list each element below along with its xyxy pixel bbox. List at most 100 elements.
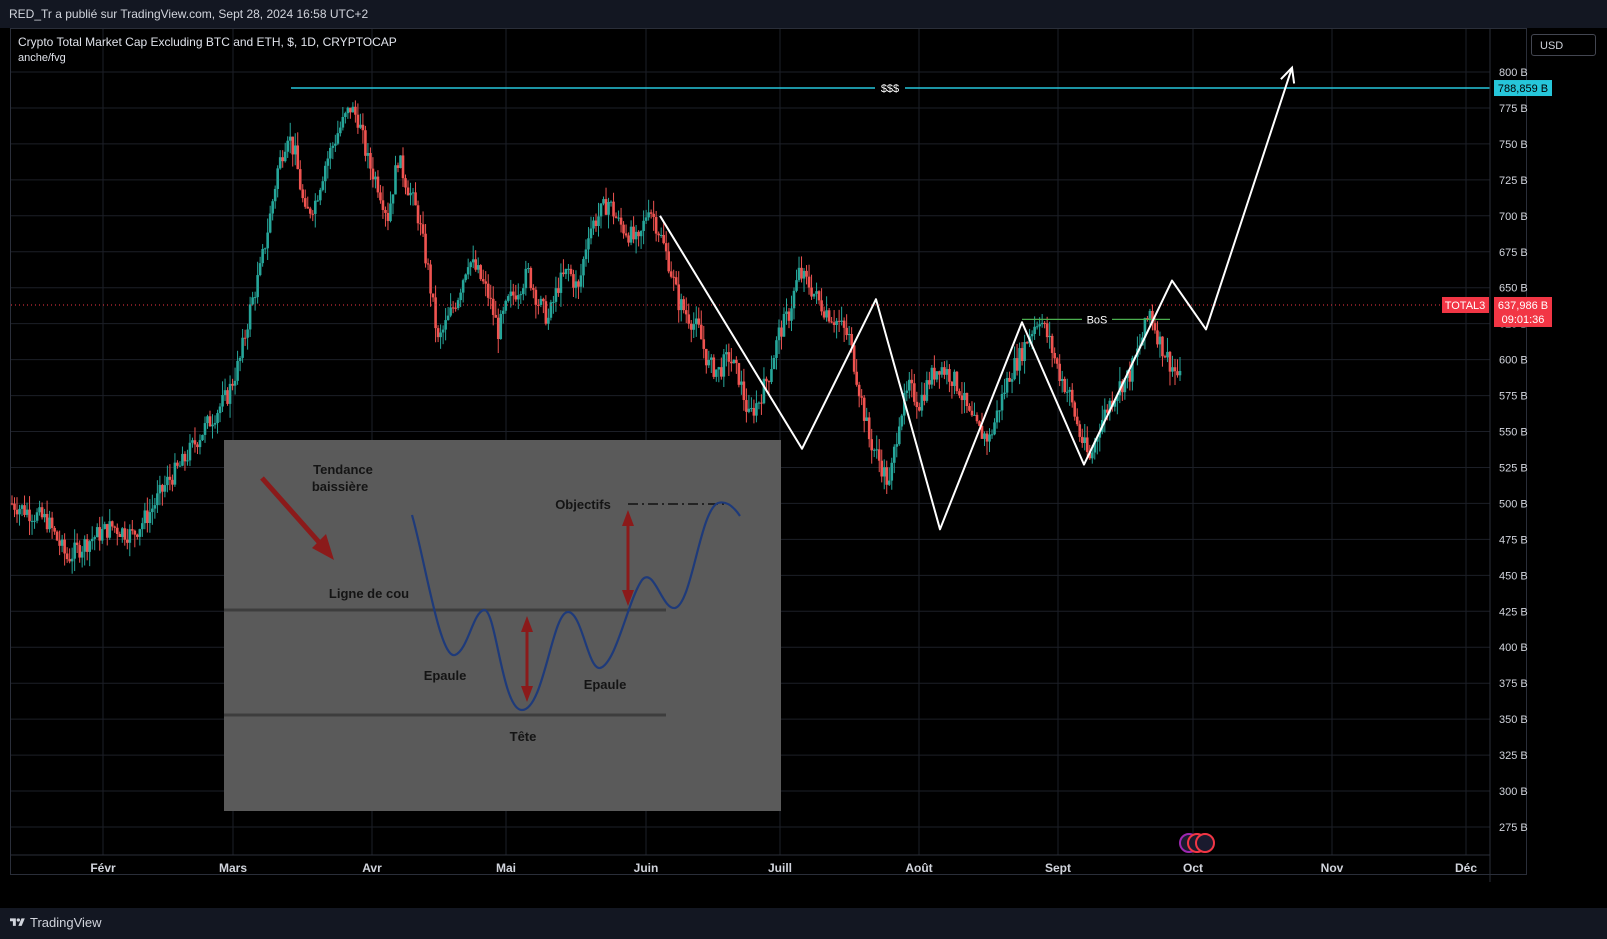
candle-body — [928, 380, 931, 385]
x-tick-label: Juin — [634, 861, 659, 875]
candle-body — [268, 213, 272, 233]
candle-body — [344, 113, 347, 117]
candle-body — [384, 209, 387, 213]
candle-body — [506, 296, 510, 301]
candle-body — [1168, 351, 1172, 372]
candle-body — [805, 270, 808, 277]
candle-body — [537, 304, 540, 306]
candle-body — [762, 378, 766, 404]
candle-body — [802, 270, 806, 279]
x-tick-label: Févr — [90, 861, 116, 875]
candle-body — [311, 213, 315, 215]
candle-body — [291, 136, 295, 155]
candle-body — [85, 539, 89, 552]
candle-body — [815, 291, 818, 294]
candle-body — [296, 145, 300, 170]
candle-body — [1050, 335, 1054, 353]
candle-body — [649, 212, 653, 214]
overlays: $$$ BoS — [11, 65, 1490, 531]
candle-body — [236, 360, 239, 381]
candle-body — [1158, 336, 1162, 345]
event-markers[interactable] — [1179, 833, 1215, 853]
candle-body — [23, 505, 26, 515]
candle-body — [1171, 367, 1174, 372]
event-flag-icon[interactable] — [1195, 833, 1215, 853]
candle-body — [1063, 378, 1067, 393]
candle-body — [38, 507, 41, 513]
candle-body — [639, 231, 643, 237]
candle-body — [243, 337, 247, 339]
candle-body — [1040, 322, 1044, 325]
candle-body — [517, 295, 520, 300]
candle-body — [421, 224, 425, 234]
candle-body — [807, 276, 811, 288]
candle-body — [411, 192, 415, 194]
candle-body — [875, 449, 879, 451]
candle-body — [870, 439, 874, 451]
candle-body — [100, 528, 104, 541]
candle-body — [238, 357, 242, 361]
current-price-tag — [1494, 296, 1552, 327]
candle-body — [80, 551, 84, 558]
candle-body — [840, 320, 843, 322]
candle-body — [33, 520, 36, 522]
trend-label-2: baissière — [312, 479, 368, 494]
candle-body — [564, 268, 568, 275]
candle-body — [401, 155, 405, 179]
x-tick-label: Août — [905, 861, 932, 875]
candle-body — [629, 226, 633, 243]
candle-body — [1020, 348, 1024, 362]
candle-body — [110, 521, 114, 527]
candle-body — [1005, 377, 1009, 393]
candle-body — [825, 310, 828, 318]
candle-body — [562, 272, 565, 275]
candle-body — [897, 426, 901, 445]
candle-body — [75, 542, 79, 546]
candle-body — [181, 453, 184, 466]
candle-body — [1098, 432, 1102, 438]
candle-body — [58, 540, 61, 546]
liquidity-label: $$$ — [881, 83, 899, 95]
candle-body — [496, 317, 500, 339]
level-price-text: 788,859 B — [1498, 83, 1548, 95]
candle-body — [782, 313, 786, 337]
candle-body — [654, 216, 658, 234]
candle-body — [1156, 330, 1159, 345]
candle-body — [792, 290, 796, 309]
candle-body — [78, 545, 81, 558]
candle-body — [83, 539, 86, 552]
candle-body — [161, 484, 164, 492]
candle-body — [872, 449, 876, 451]
candle-body — [366, 152, 370, 156]
candle-body — [522, 288, 525, 295]
candle-body — [887, 480, 891, 485]
candle-body — [584, 249, 588, 260]
candle-body — [454, 307, 457, 309]
candle-body — [777, 327, 781, 341]
candle-body — [456, 300, 460, 309]
candle-body — [429, 264, 432, 294]
candle-body — [757, 402, 761, 404]
candle-body — [95, 527, 99, 538]
candle-body — [694, 318, 698, 325]
candle-body — [847, 334, 851, 336]
candle-body — [334, 143, 337, 146]
candle-body — [118, 534, 122, 537]
candle-body — [509, 291, 513, 297]
candle-body — [73, 542, 76, 559]
candle-body — [439, 332, 442, 338]
candle-body — [201, 434, 204, 441]
candle-body — [198, 440, 202, 448]
candle-body — [767, 381, 771, 383]
candle-body — [171, 479, 174, 485]
candle-body — [624, 233, 628, 236]
currency-button[interactable]: USD — [1531, 34, 1596, 56]
candle-body — [970, 410, 974, 416]
indicator-label[interactable]: anche/fvg — [18, 52, 66, 64]
candle-body — [572, 274, 575, 288]
chart-title: Crypto Total Market Cap Excluding BTC an… — [18, 35, 397, 49]
candle-body — [153, 505, 157, 509]
candle-body — [166, 476, 169, 486]
